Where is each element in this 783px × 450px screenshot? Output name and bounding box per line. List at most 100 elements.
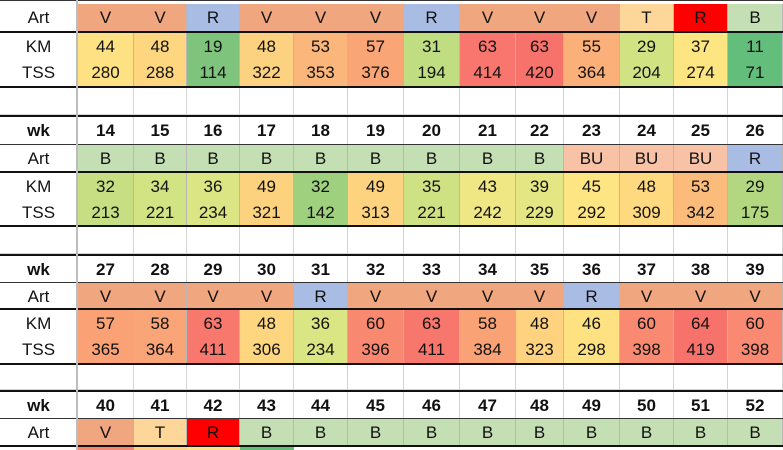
art-cell[interactable]: B [516,419,564,446]
km-value[interactable]: 43 [478,177,497,196]
week-number[interactable]: 33 [404,256,460,283]
wk-label[interactable]: wk [0,392,78,419]
week-number[interactable]: 32 [348,256,404,283]
week-number[interactable]: 22 [516,117,564,144]
week-number[interactable]: 20 [404,117,460,144]
km-value[interactable]: 58 [150,314,170,333]
week-number[interactable]: 51 [674,392,728,419]
week-number[interactable]: 17 [240,117,294,144]
km-tss-cell[interactable]: 19 114 [187,33,240,87]
tss-value[interactable]: 309 [632,203,661,222]
art-cell[interactable]: V [564,4,620,31]
km-tss-cell[interactable]: 63 420 [516,33,564,87]
art-cell[interactable]: B [348,419,404,446]
week-number[interactable]: 45 [348,392,404,419]
km-tss-label[interactable]: KM TSS [0,310,78,364]
tss-value[interactable]: 280 [91,63,120,82]
km-value[interactable]: 49 [257,177,276,196]
art-cell[interactable]: R [187,4,240,31]
art-cell[interactable]: V [187,283,240,310]
art-cell[interactable]: R [187,419,240,446]
tss-value[interactable]: 221 [417,203,446,222]
art-cell[interactable]: B [134,145,187,172]
art-cell[interactable]: B [460,419,516,446]
tss-value[interactable]: 221 [145,203,175,222]
km-tss-cell[interactable]: 34 221 [134,173,187,227]
km-value[interactable]: 48 [150,37,170,56]
km-value[interactable]: 11 [746,37,764,56]
week-number[interactable]: 31 [294,256,348,283]
km-value[interactable]: 35 [422,177,441,196]
km-value[interactable]: 19 [203,37,223,56]
week-number[interactable]: 30 [240,256,294,283]
art-cell[interactable]: B [240,145,294,172]
km-tss-cell[interactable]: 60 398 [728,310,783,364]
tss-value[interactable]: 234 [198,203,228,222]
km-tss-cell[interactable]: 44 280 [78,33,134,87]
art-cell[interactable]: B [187,145,240,172]
art-cell[interactable]: V [78,419,134,446]
week-number[interactable]: 48 [516,392,564,419]
km-value[interactable]: 48 [530,314,549,333]
art-label[interactable]: Art [0,419,78,446]
tss-value[interactable]: 384 [473,340,502,359]
art-cell[interactable]: R [728,145,783,172]
km-value[interactable]: 44 [96,37,115,56]
tss-value[interactable]: 234 [306,340,335,359]
tss-value[interactable]: 364 [577,63,606,82]
km-value[interactable]: 32 [311,177,330,196]
km-tss-cell[interactable]: 37 274 [674,33,728,87]
art-cell[interactable]: V [516,283,564,310]
km-tss-cell[interactable]: 48 309 [620,173,674,227]
tss-value[interactable]: 114 [199,63,227,82]
art-cell[interactable]: B [516,145,564,172]
week-number[interactable]: 21 [460,117,516,144]
km-tss-cell[interactable]: 64 419 [674,310,728,364]
week-number[interactable]: 25 [674,117,728,144]
week-number[interactable]: 19 [348,117,404,144]
art-cell[interactable]: V [348,4,404,31]
art-cell[interactable]: V [78,4,134,31]
art-label[interactable]: Art [0,4,78,31]
art-cell[interactable]: T [134,419,187,446]
km-tss-cell[interactable]: 49 313 [348,173,404,227]
tss-value[interactable]: 175 [740,203,770,222]
art-cell[interactable]: BU [674,145,728,172]
week-number[interactable]: 41 [134,392,187,419]
art-cell[interactable]: V [294,4,348,31]
week-number[interactable]: 28 [134,256,187,283]
km-value[interactable]: 36 [203,177,223,196]
art-cell[interactable]: V [460,283,516,310]
week-number[interactable]: 16 [187,117,240,144]
km-value[interactable]: 60 [366,314,385,333]
week-number[interactable]: 43 [240,392,294,419]
week-number[interactable]: 47 [460,392,516,419]
art-cell[interactable]: B [728,4,783,31]
wk-label[interactable]: wk [0,256,78,283]
tss-value[interactable]: 288 [145,63,175,82]
km-tss-cell[interactable]: 29 204 [620,33,674,87]
km-value[interactable]: 60 [745,314,765,333]
art-cell[interactable]: B [404,145,460,172]
km-tss-cell[interactable]: 32 213 [78,173,134,227]
art-cell[interactable]: V [134,4,187,31]
km-tss-cell[interactable]: 29 175 [728,173,783,227]
week-number[interactable]: 37 [620,256,674,283]
tss-value[interactable]: 365 [91,340,120,359]
km-tss-cell[interactable]: 53 342 [674,173,728,227]
tss-value[interactable]: 194 [417,63,446,82]
tss-value[interactable]: 298 [577,340,606,359]
km-tss-cell[interactable]: 60 398 [620,310,674,364]
week-number[interactable]: 26 [728,117,783,144]
km-value[interactable]: 63 [203,314,223,333]
art-label[interactable]: Art [0,283,78,310]
km-value[interactable]: 36 [311,314,330,333]
tss-value[interactable]: 71 [745,63,765,82]
week-number[interactable]: 52 [728,392,783,419]
week-number[interactable]: 40 [78,392,134,419]
km-value[interactable]: 29 [637,37,656,56]
art-cell[interactable]: R [404,4,460,31]
km-value[interactable]: 45 [582,177,601,196]
km-value[interactable]: 53 [691,177,710,196]
tss-value[interactable]: 419 [686,340,715,359]
